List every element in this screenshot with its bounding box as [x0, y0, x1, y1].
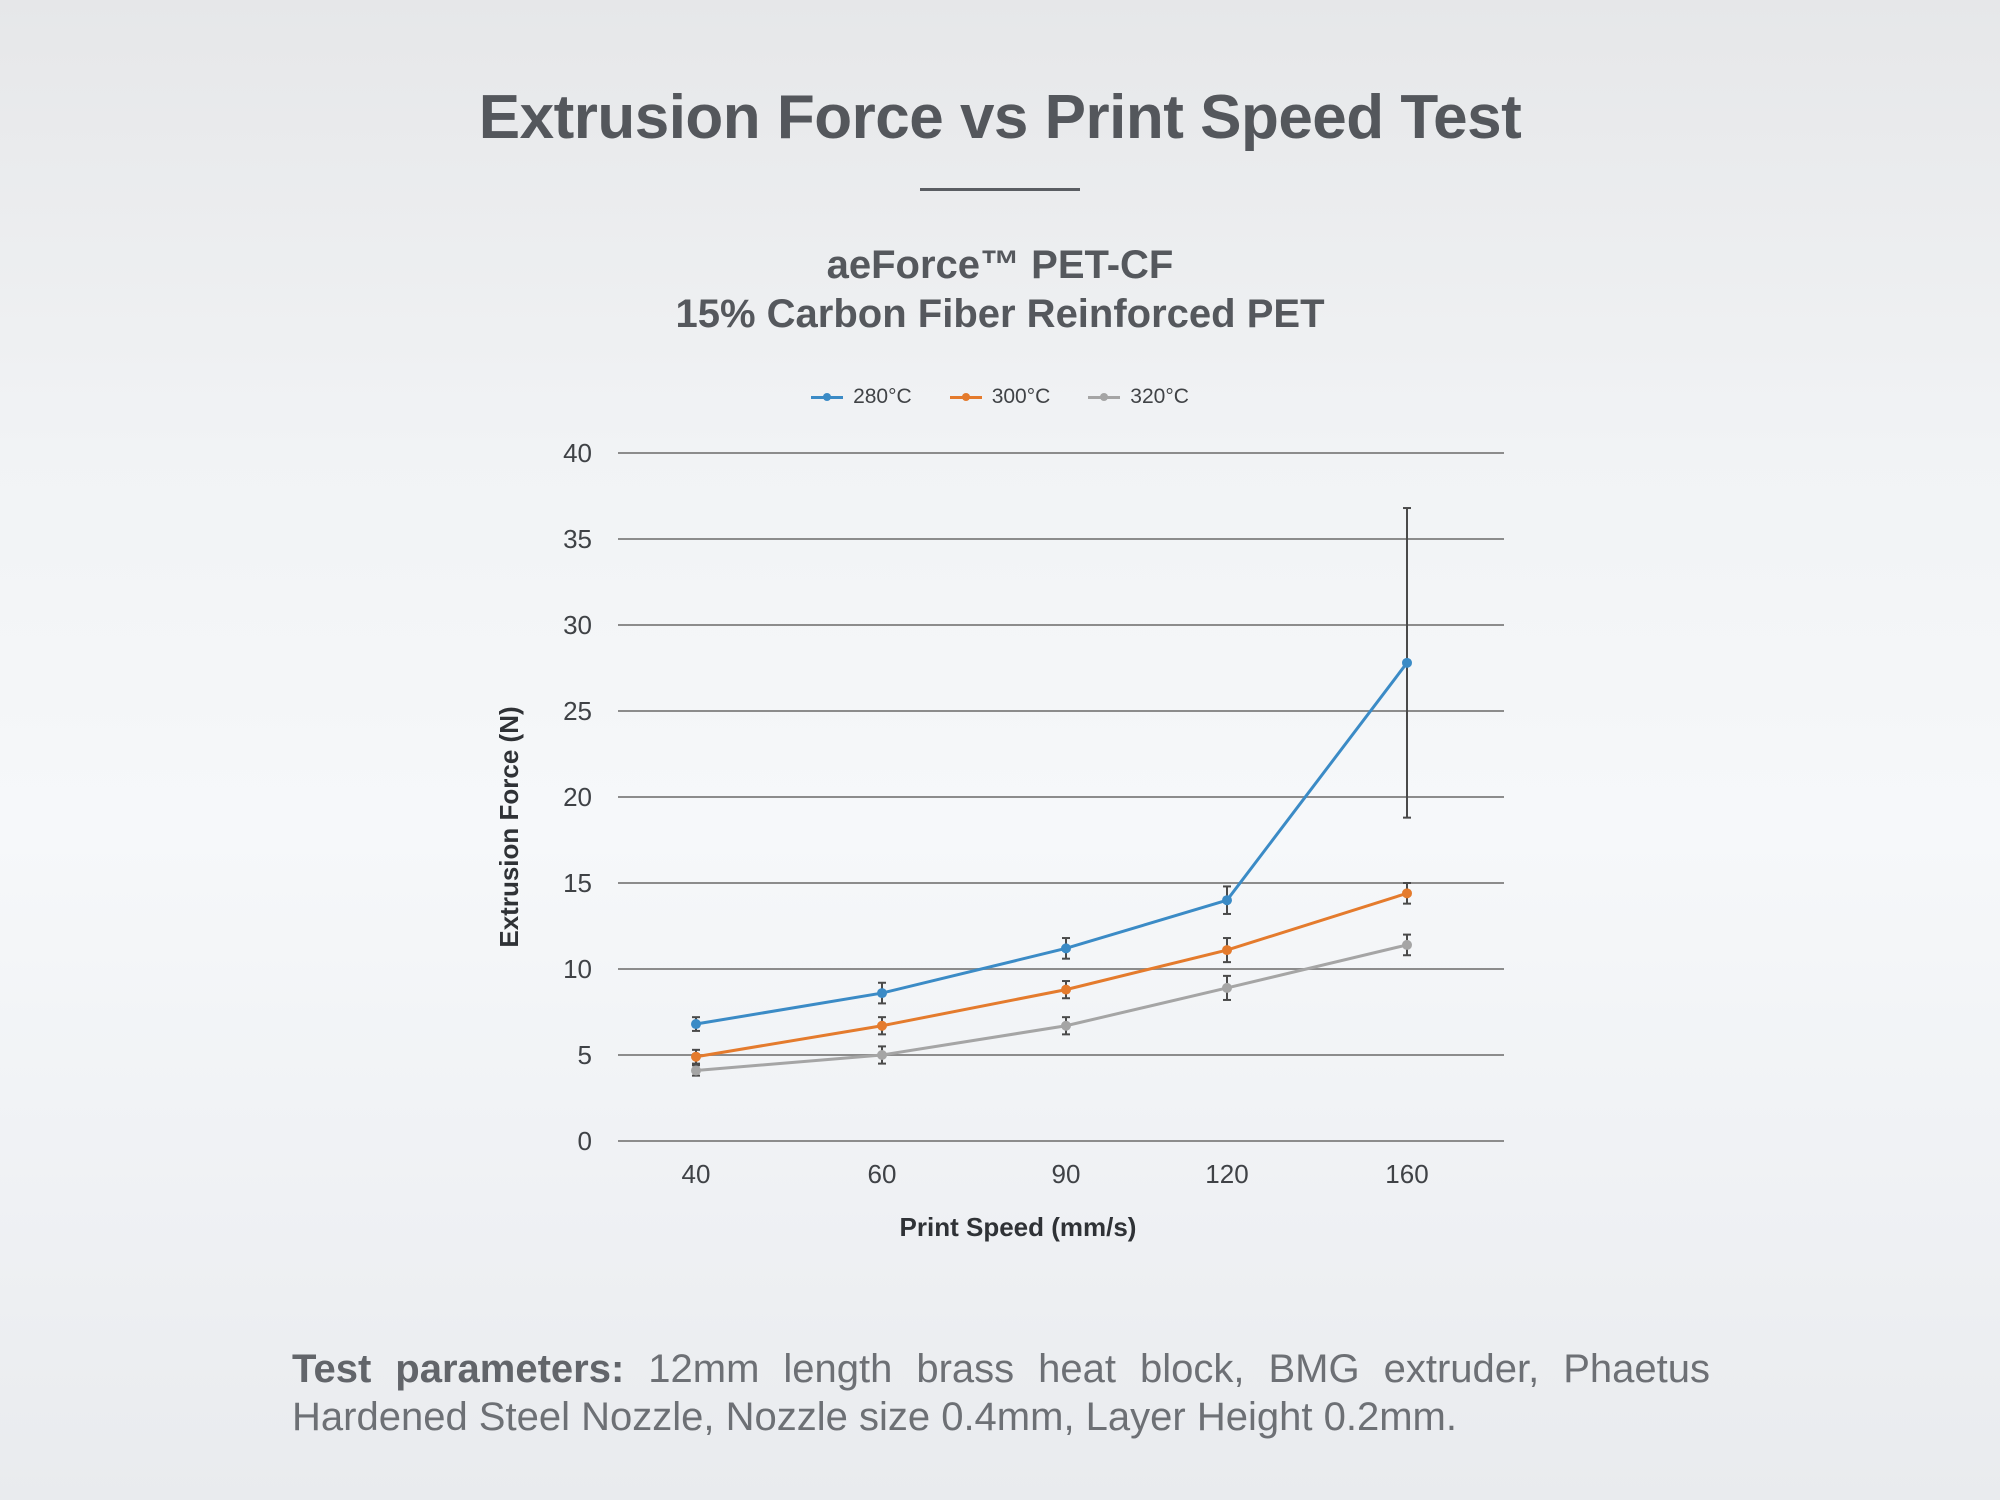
data-point-320-160: [1402, 939, 1412, 950]
x-tick-label-120: 120: [1205, 1159, 1248, 1189]
test-parameters-label: Test parameters:: [292, 1347, 625, 1391]
x-tick-label-60: 60: [868, 1159, 897, 1189]
y-tick-label-40: 40: [563, 438, 592, 468]
y-tick-label-35: 35: [563, 524, 592, 554]
data-point-280-90: [1061, 943, 1071, 954]
data-point-300-90: [1061, 984, 1071, 995]
chart-legend: 280°C 300°C 320°C: [0, 382, 2000, 412]
legend-label-300: 300°C: [991, 385, 1051, 408]
y-tick-label-15: 15: [563, 868, 592, 898]
chart-subtitle-product: aeForce™ PET-CF: [826, 243, 1174, 287]
line-chart: 0 5 10 15 20 25 30 35 40 40 60 90 120 160 Print Speed …: [494, 438, 1504, 1242]
legend-item-320: 320°C: [1088, 385, 1189, 409]
y-tick-label-20: 20: [563, 782, 592, 812]
data-point-300-40: [691, 1051, 701, 1062]
legend-label-320: 320°C: [1130, 385, 1189, 408]
x-tick-label-40: 40: [682, 1159, 711, 1189]
legend-swatch-300: [949, 392, 982, 401]
y-tick-label-5: 5: [578, 1040, 592, 1070]
data-point-280-120: [1222, 895, 1232, 906]
legend-item-280: 280°C: [811, 385, 912, 409]
test-parameters-note: Test parameters: 12mm length brass heat …: [292, 1345, 1710, 1441]
legend-swatch-280: [811, 392, 844, 401]
data-point-320-90: [1061, 1020, 1071, 1031]
y-tick-label-10: 10: [563, 954, 592, 984]
series-line-300: [695, 891, 1408, 1059]
data-point-320-40: [691, 1065, 701, 1076]
y-tick-label-25: 25: [563, 696, 592, 726]
data-point-280-40: [691, 1019, 701, 1030]
chart-subtitle-description: 15% Carbon Fiber Reinforced PET: [675, 292, 1325, 336]
data-point-300-60: [877, 1020, 887, 1031]
x-tick-label-90: 90: [1052, 1159, 1081, 1189]
y-tick-label-0: 0: [578, 1126, 592, 1156]
legend-label-280: 280°C: [853, 385, 912, 408]
y-tick-label-30: 30: [563, 610, 592, 640]
data-point-280-160: [1402, 657, 1412, 668]
data-point-320-120: [1222, 982, 1232, 993]
data-point-300-160: [1402, 888, 1412, 899]
data-point-300-120: [1222, 945, 1232, 956]
x-axis-title: Print Speed (mm/s): [900, 1212, 1137, 1242]
data-point-320-60: [877, 1050, 887, 1060]
y-axis-title: Extrusion Force (N): [494, 706, 524, 947]
data-point-280-60: [877, 988, 887, 999]
page-title: Extrusion Force vs Print Speed Test: [478, 83, 1522, 152]
legend-item-300: 300°C: [949, 385, 1051, 409]
x-tick-label-160: 160: [1385, 1159, 1428, 1189]
test-parameters-text: 12mm length brass heat block, BMG extrud…: [292, 1347, 1710, 1439]
legend-swatch-320: [1088, 392, 1121, 401]
title-divider: [920, 188, 1080, 191]
